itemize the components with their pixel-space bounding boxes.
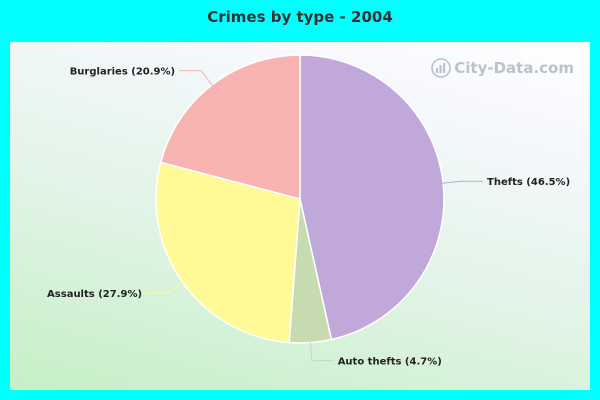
leader-line-burglaries bbox=[179, 70, 214, 87]
city-data-logo-icon bbox=[431, 58, 452, 78]
pie-chart: Thefts (46.5%) Auto thefts (4.7%) Assaults… bbox=[47, 54, 570, 368]
watermark-text: City-Data.com bbox=[454, 59, 574, 77]
chart-panel: Thefts (46.5%) Auto thefts (4.7%) Assaults… bbox=[10, 42, 590, 390]
leader-line-thefts bbox=[441, 180, 484, 184]
leader-line-auto-thefts bbox=[309, 340, 334, 362]
slice-label-burglaries: Burglaries (20.9%) bbox=[70, 67, 175, 78]
slice-label-auto-thefts: Auto thefts (4.7%) bbox=[338, 357, 442, 368]
watermark: City-Data.com bbox=[431, 58, 574, 78]
slice-label-thefts: Thefts (46.5%) bbox=[487, 177, 570, 188]
chart-title: Crimes by type - 2004 bbox=[207, 8, 393, 26]
leader-line-assaults bbox=[146, 280, 185, 294]
slice-label-assaults: Assaults (27.9%) bbox=[47, 289, 142, 300]
